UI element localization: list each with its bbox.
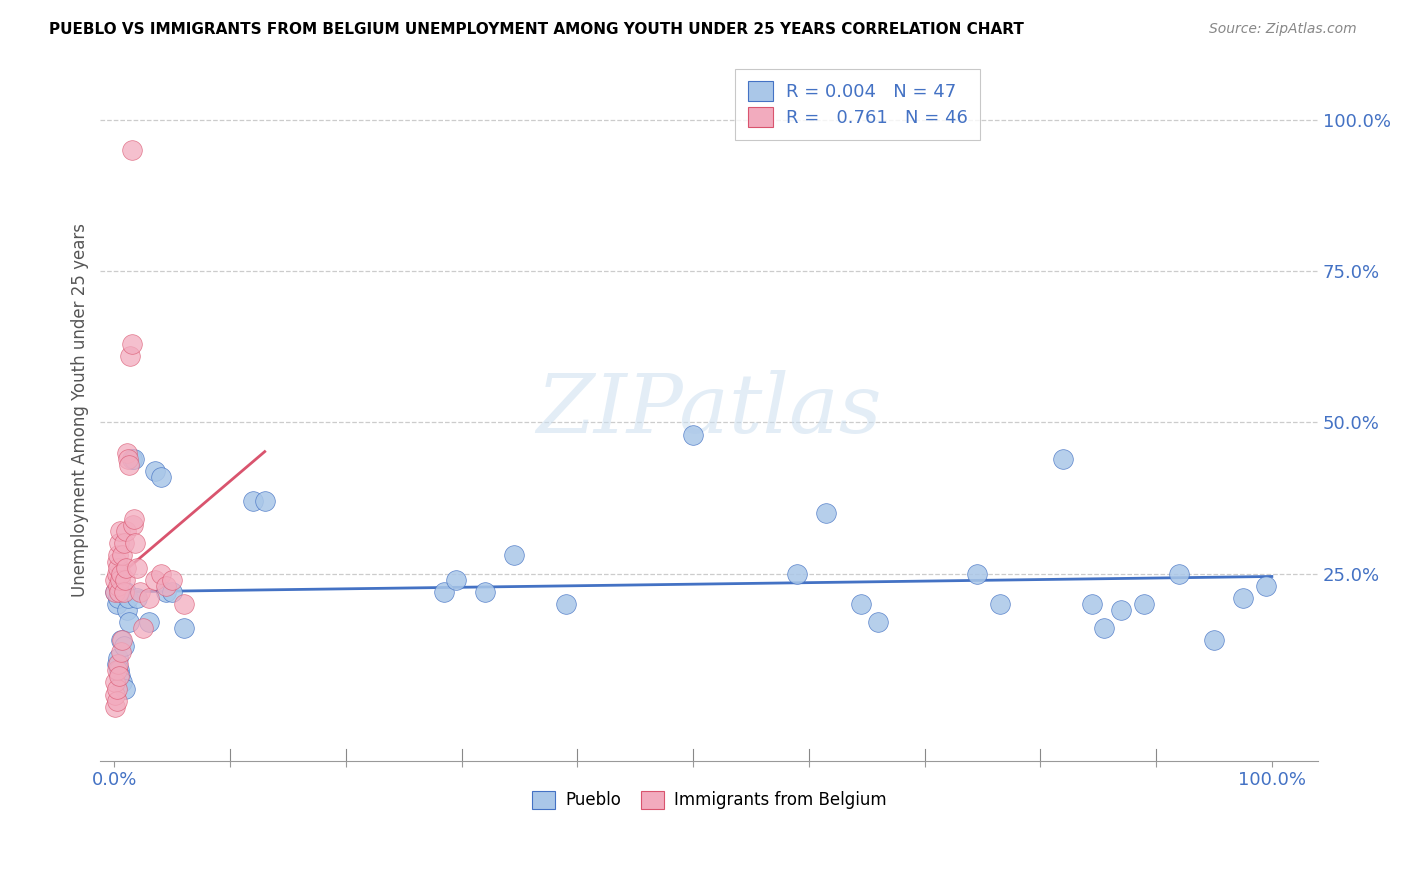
- Point: [868, 615, 890, 629]
- Point: [138, 615, 160, 629]
- Point: [108, 664, 131, 678]
- Point: [143, 464, 166, 478]
- Point: [124, 536, 146, 550]
- Point: [107, 651, 129, 665]
- Point: [132, 621, 155, 635]
- Text: PUEBLO VS IMMIGRANTS FROM BELGIUM UNEMPLOYMENT AMONG YOUTH UNDER 25 YEARS CORREL: PUEBLO VS IMMIGRANTS FROM BELGIUM UNEMPL…: [49, 22, 1024, 37]
- Point: [138, 591, 160, 605]
- Point: [110, 633, 132, 648]
- Point: [104, 675, 127, 690]
- Point: [127, 560, 149, 574]
- Point: [111, 675, 134, 690]
- Point: [104, 573, 127, 587]
- Point: [114, 584, 136, 599]
- Point: [1202, 633, 1225, 648]
- Text: Source: ZipAtlas.com: Source: ZipAtlas.com: [1209, 22, 1357, 37]
- Point: [105, 693, 128, 707]
- Point: [114, 524, 136, 539]
- Point: [107, 549, 129, 563]
- Point: [121, 336, 143, 351]
- Point: [127, 591, 149, 605]
- Point: [966, 566, 988, 581]
- Point: [107, 560, 129, 574]
- Point: [121, 144, 143, 158]
- Point: [786, 566, 808, 581]
- Point: [433, 584, 456, 599]
- Point: [111, 633, 134, 648]
- Y-axis label: Unemployment Among Youth under 25 years: Unemployment Among Youth under 25 years: [72, 223, 89, 598]
- Point: [988, 597, 1011, 611]
- Point: [474, 584, 496, 599]
- Point: [1092, 621, 1115, 635]
- Point: [105, 555, 128, 569]
- Point: [105, 657, 128, 672]
- Point: [128, 584, 150, 599]
- Text: ZIPatlas: ZIPatlas: [537, 370, 882, 450]
- Point: [105, 597, 128, 611]
- Point: [114, 573, 136, 587]
- Point: [1168, 566, 1191, 581]
- Point: [115, 603, 138, 617]
- Point: [1052, 451, 1074, 466]
- Legend: Pueblo, Immigrants from Belgium: Pueblo, Immigrants from Belgium: [524, 784, 893, 816]
- Point: [121, 451, 143, 466]
- Point: [122, 451, 145, 466]
- Point: [118, 615, 141, 629]
- Point: [121, 518, 143, 533]
- Point: [155, 579, 177, 593]
- Point: [108, 584, 131, 599]
- Point: [112, 584, 135, 599]
- Point: [143, 573, 166, 587]
- Point: [149, 470, 172, 484]
- Point: [155, 584, 177, 599]
- Point: [1111, 603, 1133, 617]
- Point: [815, 506, 838, 520]
- Point: [108, 669, 131, 683]
- Point: [104, 699, 127, 714]
- Point: [115, 445, 138, 459]
- Point: [107, 579, 129, 593]
- Point: [444, 573, 467, 587]
- Point: [554, 597, 576, 611]
- Point: [149, 566, 172, 581]
- Point: [108, 524, 131, 539]
- Point: [682, 427, 704, 442]
- Point: [111, 549, 134, 563]
- Point: [112, 536, 135, 550]
- Point: [160, 573, 183, 587]
- Point: [114, 560, 136, 574]
- Point: [104, 688, 127, 702]
- Point: [118, 458, 141, 472]
- Point: [253, 494, 276, 508]
- Point: [242, 494, 264, 508]
- Point: [105, 566, 128, 581]
- Point: [104, 584, 127, 599]
- Point: [1133, 597, 1156, 611]
- Point: [105, 664, 128, 678]
- Point: [120, 349, 142, 363]
- Point: [160, 584, 183, 599]
- Point: [1081, 597, 1104, 611]
- Point: [1254, 579, 1277, 593]
- Point: [104, 584, 127, 599]
- Point: [108, 536, 131, 550]
- Point: [108, 573, 131, 587]
- Point: [173, 621, 195, 635]
- Point: [112, 639, 135, 653]
- Point: [1232, 591, 1254, 605]
- Point: [122, 512, 145, 526]
- Point: [110, 566, 132, 581]
- Point: [849, 597, 872, 611]
- Point: [173, 597, 195, 611]
- Point: [110, 645, 132, 659]
- Point: [117, 451, 139, 466]
- Point: [502, 549, 524, 563]
- Point: [108, 669, 131, 683]
- Point: [117, 591, 139, 605]
- Point: [107, 591, 129, 605]
- Point: [105, 681, 128, 696]
- Point: [107, 657, 129, 672]
- Point: [114, 681, 136, 696]
